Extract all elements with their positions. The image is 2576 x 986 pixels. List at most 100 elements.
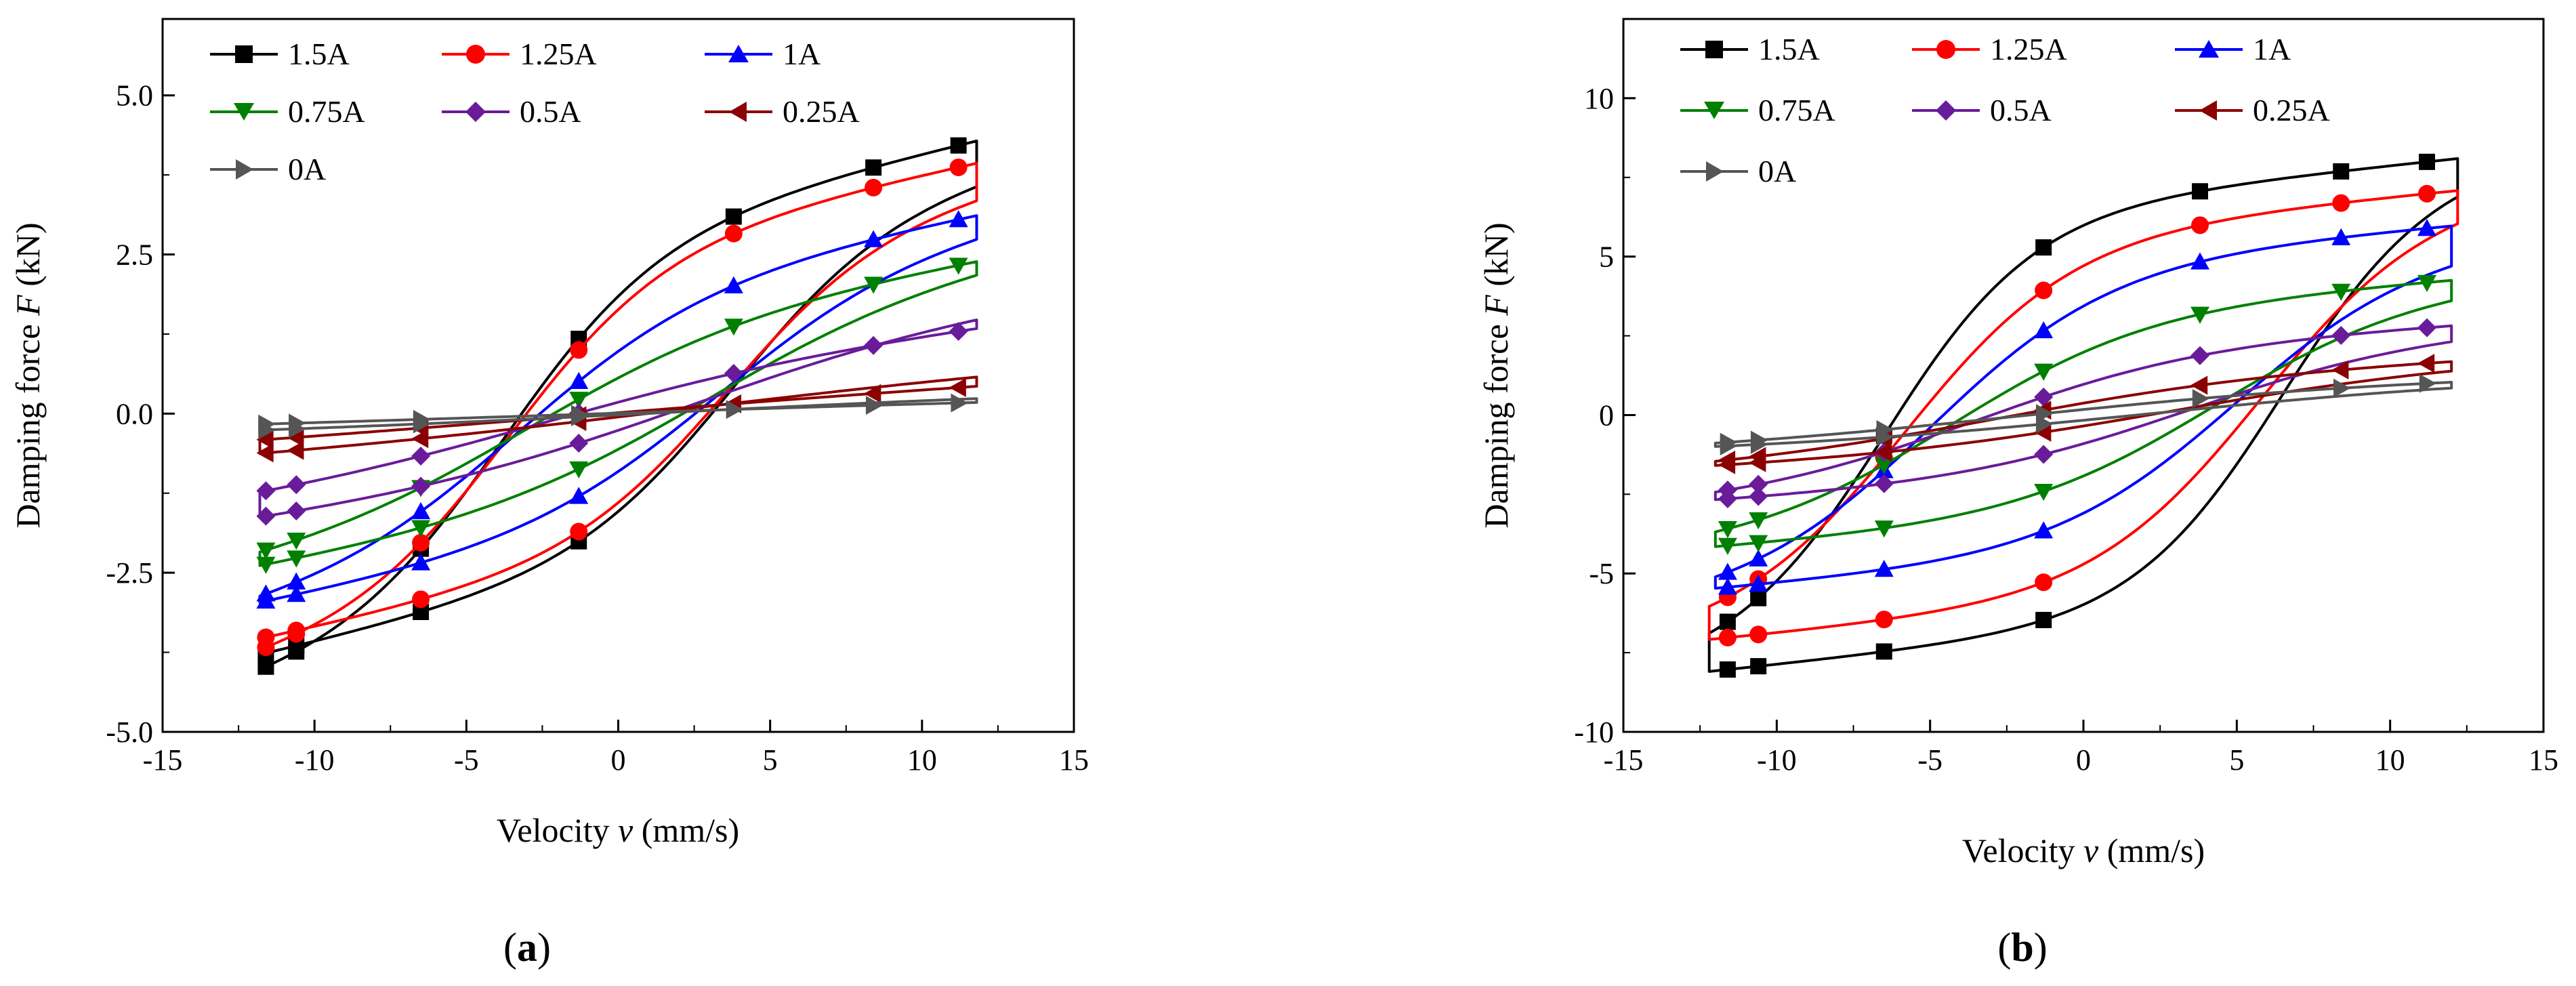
- panel-b-ytick-label: -10: [1574, 716, 1614, 749]
- series-marker-0A: [571, 407, 589, 427]
- series-marker-0.25A: [287, 428, 304, 447]
- panel-a-series: [256, 137, 978, 675]
- series-marker-1A: [1749, 575, 1768, 592]
- series-line-0.75A: [1713, 279, 2453, 548]
- legend-label-0.5A: 0.5A: [1990, 93, 2052, 127]
- series-marker-0.5A: [569, 434, 589, 453]
- series-marker-0.75A: [1749, 512, 1768, 530]
- legend-label-0.75A: 0.75A: [288, 94, 365, 129]
- series-marker-0.5A: [2190, 346, 2210, 365]
- series-marker-1.5A: [1750, 658, 1767, 675]
- panel-a-xtick-label: 10: [907, 743, 937, 777]
- legend-marker-circle: [1936, 40, 1955, 59]
- series-marker-0.5A: [1749, 474, 1768, 494]
- series-marker-0A: [2419, 373, 2436, 393]
- series-marker-1.25A: [1718, 628, 1737, 646]
- series-marker-1A: [411, 553, 431, 571]
- series-marker-1.5A: [2035, 611, 2052, 628]
- legend-label-1.5A: 1.5A: [1758, 32, 1820, 66]
- legend-entry-0.25A: 0.25A: [2175, 93, 2330, 127]
- panel-a-xtick-label: 5: [763, 743, 778, 777]
- legend-entry-1.5A: 1.5A: [210, 37, 350, 71]
- series-marker-0A: [951, 393, 968, 413]
- series-marker-1.5A: [1719, 661, 1736, 678]
- series-marker-1.25A: [2417, 184, 2436, 203]
- series-marker-0.75A: [2034, 363, 2054, 381]
- series-marker-0.25A: [1874, 443, 1892, 462]
- series-line-1A: [258, 214, 978, 604]
- legend-label-0A: 0A: [1758, 154, 1796, 188]
- series-marker-1.25A: [412, 590, 430, 609]
- panel-a-ytick-label: -2.5: [106, 556, 153, 590]
- series-marker-0.75A: [411, 520, 431, 537]
- series-marker-1A: [2331, 228, 2351, 245]
- series-marker-0.75A: [256, 556, 276, 574]
- panel-a-x-ticks: -15 -10 -5 0 5 10 15: [143, 720, 1089, 777]
- panel-a-y-ticks: -5.0 -2.5 0.0 2.5 5.0: [106, 79, 175, 749]
- legend-entry-0A: 0A: [210, 152, 326, 186]
- series-marker-0.5A: [724, 364, 743, 384]
- series-marker-1.25A: [570, 341, 588, 359]
- series-marker-0.25A: [949, 377, 966, 397]
- panel-b-yaxis-title: Damping force F (kN): [1477, 222, 1515, 528]
- series-marker-0A: [1750, 434, 1768, 454]
- series-marker-0.25A: [256, 443, 274, 463]
- series-marker-1.25A: [570, 522, 588, 541]
- series-marker-0.75A: [2417, 274, 2436, 292]
- series-marker-0.75A: [1718, 521, 1737, 539]
- panel-a-xaxis-title: Velocity v (mm/s): [497, 811, 739, 849]
- panel-b-ytick-label: -5: [1589, 557, 1614, 590]
- legend-label-1.25A: 1.25A: [1990, 32, 2067, 66]
- series-marker-0A: [2333, 378, 2351, 398]
- legend-label-1.5A: 1.5A: [288, 37, 350, 71]
- series-marker-0A: [289, 419, 306, 438]
- panel-a-yaxis-title: Damping force F (kN): [9, 222, 47, 528]
- legend-label-1.25A: 1.25A: [520, 37, 597, 71]
- legend-entry-1A: 1A: [705, 37, 820, 71]
- series-marker-1A: [2034, 521, 2054, 539]
- panel-b-series: [1707, 153, 2459, 678]
- legend-entry-0A: 0A: [1680, 154, 1796, 188]
- series-marker-0.5A: [256, 506, 276, 526]
- series-marker-1.25A: [1875, 611, 1893, 629]
- series-marker-1.5A: [2333, 163, 2350, 180]
- series-marker-1.5A: [950, 137, 967, 154]
- series-marker-0.25A: [1749, 453, 1766, 472]
- legend-label-0.25A: 0.25A: [783, 94, 860, 129]
- series-marker-1.25A: [2035, 281, 2053, 300]
- legend-marker-triangle-down: [234, 103, 254, 121]
- series-marker-1.25A: [2035, 573, 2053, 592]
- series-marker-0.75A: [2034, 483, 2054, 501]
- series-marker-0A: [1876, 427, 1894, 447]
- series-marker-1.5A: [1719, 613, 1736, 630]
- series-marker-1A: [1718, 562, 1737, 580]
- series-marker-0.5A: [1749, 487, 1768, 506]
- panel-b-ytick-label: 0: [1599, 398, 1614, 432]
- series-marker-1.25A: [2191, 216, 2209, 234]
- legend-marker-triangle-left: [2199, 100, 2217, 121]
- legend-entry-0.75A: 0.75A: [1680, 93, 1835, 127]
- series-marker-0.5A: [256, 481, 276, 501]
- panel-a-xtick-label: -10: [295, 743, 335, 777]
- series-marker-0A: [258, 420, 276, 440]
- series-marker-0.5A: [864, 335, 884, 355]
- series-marker-0.5A: [2034, 445, 2054, 464]
- series-line-0A: [258, 397, 978, 432]
- series-marker-1A: [569, 487, 589, 504]
- series-marker-1.5A: [865, 159, 882, 176]
- panel-a-xtick-label: 15: [1059, 743, 1089, 777]
- series-marker-1.5A: [1750, 590, 1767, 607]
- panel-b-xtick-label: 10: [2375, 743, 2405, 777]
- series-marker-1A: [569, 371, 589, 389]
- series-marker-0.75A: [569, 392, 589, 409]
- panel-b-xtick-label: 5: [2229, 743, 2244, 777]
- legend-entry-1.25A: 1.25A: [442, 37, 597, 71]
- series-marker-1A: [287, 572, 306, 590]
- series-marker-0.5A: [2331, 325, 2351, 345]
- series-marker-1A: [864, 230, 884, 247]
- series-marker-0.75A: [1718, 537, 1737, 555]
- series-line-0.75A: [258, 260, 978, 567]
- series-marker-0.75A: [256, 542, 276, 560]
- panel-a-ytick-label: 2.5: [116, 239, 153, 272]
